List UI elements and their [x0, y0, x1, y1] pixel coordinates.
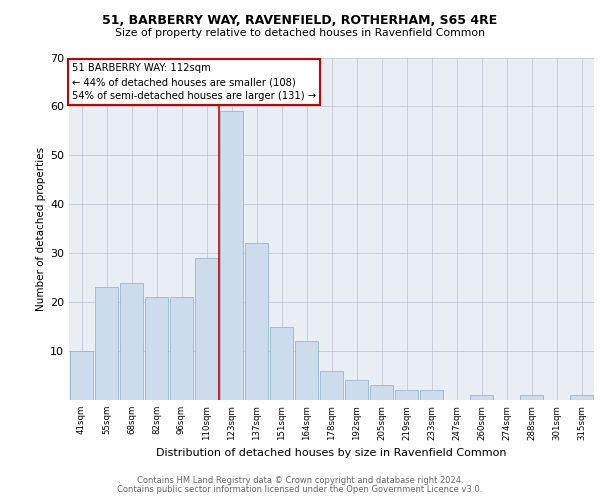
Bar — [370, 386, 394, 400]
Bar — [70, 351, 94, 400]
Bar — [269, 326, 293, 400]
Y-axis label: Number of detached properties: Number of detached properties — [36, 146, 46, 311]
Text: Contains public sector information licensed under the Open Government Licence v3: Contains public sector information licen… — [118, 484, 482, 494]
Bar — [194, 258, 218, 400]
X-axis label: Distribution of detached houses by size in Ravenfield Common: Distribution of detached houses by size … — [156, 448, 507, 458]
Bar — [295, 342, 319, 400]
Bar — [395, 390, 418, 400]
Bar — [470, 395, 493, 400]
Bar — [245, 244, 268, 400]
Bar — [320, 370, 343, 400]
Bar — [569, 395, 593, 400]
Text: 51 BARBERRY WAY: 112sqm
← 44% of detached houses are smaller (108)
54% of semi-d: 51 BARBERRY WAY: 112sqm ← 44% of detache… — [71, 62, 316, 102]
Bar — [419, 390, 443, 400]
Bar — [95, 288, 118, 400]
Bar — [145, 297, 169, 400]
Text: Contains HM Land Registry data © Crown copyright and database right 2024.: Contains HM Land Registry data © Crown c… — [137, 476, 463, 485]
Bar — [220, 112, 244, 400]
Bar — [520, 395, 544, 400]
Text: Size of property relative to detached houses in Ravenfield Common: Size of property relative to detached ho… — [115, 28, 485, 38]
Text: 51, BARBERRY WAY, RAVENFIELD, ROTHERHAM, S65 4RE: 51, BARBERRY WAY, RAVENFIELD, ROTHERHAM,… — [103, 14, 497, 27]
Bar — [344, 380, 368, 400]
Bar — [119, 282, 143, 400]
Bar — [170, 297, 193, 400]
